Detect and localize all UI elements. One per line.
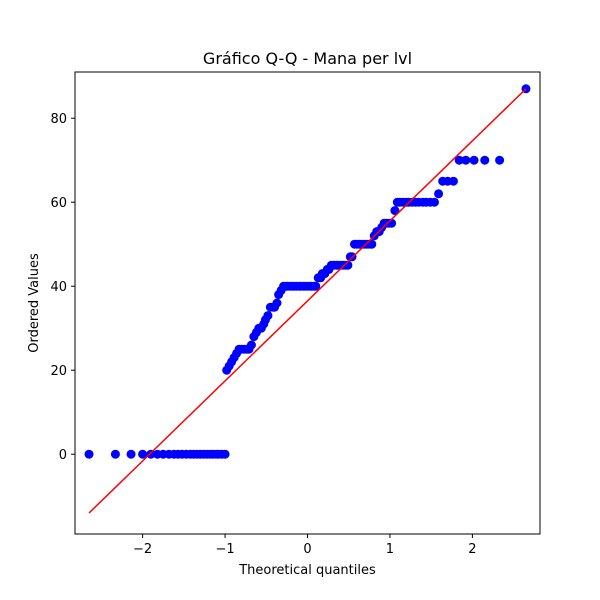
chart-title: Gráfico Q-Q - Mana per lvl [203,49,412,68]
data-point-45 [272,298,282,308]
y-tick-label: 40 [50,280,67,295]
data-point-116 [480,155,490,165]
data-point-0 [84,449,94,459]
data-point-1 [110,449,120,459]
x-axis-ticks: −2 −1 0 1 2 [133,534,477,557]
x-tick-label: −1 [215,542,234,557]
data-point-108 [429,197,439,207]
data-point-4 [146,449,156,459]
data-point-87 [367,239,377,249]
points-layer [84,84,531,459]
data-point-23 [220,449,230,459]
data-point-115 [469,155,479,165]
x-tick-label: 1 [386,542,394,557]
y-axis-ticks: 0 20 40 60 80 [50,112,75,463]
y-tick-label: 0 [59,448,67,463]
data-point-2 [126,449,136,459]
y-axis-label: Ordered Values [27,253,42,353]
data-point-3 [138,449,148,459]
x-tick-label: −2 [133,542,152,557]
y-tick-label: 20 [50,364,67,379]
y-tick-label: 60 [50,196,67,211]
data-point-114 [461,155,471,165]
x-tick-label: 0 [303,542,311,557]
x-axis-label: Theoretical quantiles [238,563,376,578]
data-point-117 [495,155,505,165]
data-point-113 [454,155,464,165]
y-tick-label: 80 [50,112,67,127]
data-point-109 [434,189,444,199]
fit-line [88,88,527,514]
data-point-34 [246,340,256,350]
data-point-63 [311,281,321,291]
data-point-112 [448,176,458,186]
data-point-41 [263,311,273,321]
x-tick-label: 2 [468,542,476,557]
